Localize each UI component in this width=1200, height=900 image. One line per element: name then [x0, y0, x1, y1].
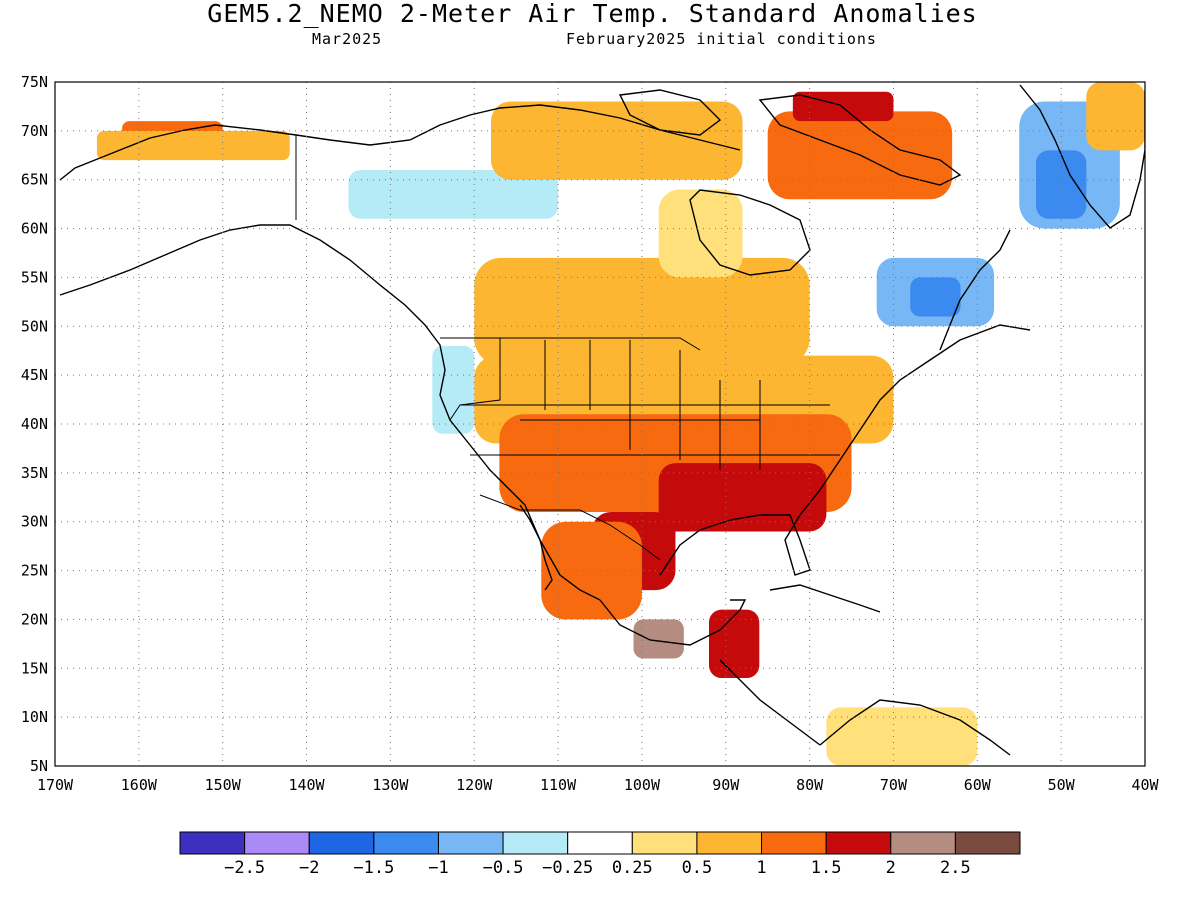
anomaly-region-18: [633, 619, 684, 659]
colorbar-swatch: [179, 831, 246, 855]
anomaly-region-21: [826, 707, 978, 766]
lon-tick-label: 60W: [964, 776, 992, 794]
valid-month-label: Mar2025: [312, 30, 383, 48]
lat-tick-label: 55N: [21, 268, 48, 286]
longitude-labels: 170W 160W 150W 140W 130W 120W 110W 100W 90W 80W 70…: [37, 776, 1160, 794]
anomaly-region-20: [432, 345, 475, 434]
lat-tick-label: 10N: [21, 708, 48, 726]
lat-tick-label: 60N: [21, 220, 48, 238]
lon-tick-label: 140W: [288, 776, 325, 794]
lon-tick-label: 160W: [121, 776, 158, 794]
colorbar-swatch: [373, 831, 439, 855]
anomaly-region-15: [658, 463, 827, 532]
colorbar-swatch: [696, 831, 763, 855]
lat-tick-label: 20N: [21, 610, 48, 628]
lat-tick-label: 65N: [21, 171, 48, 189]
colorbar-swatch: [761, 831, 827, 855]
anomaly-region-2: [348, 169, 559, 219]
colorbar-swatch: [567, 831, 633, 855]
colorbar-swatch: [890, 831, 956, 855]
lat-tick-label: 5N: [30, 757, 48, 775]
colorbar-label: 2: [886, 858, 896, 878]
colorbar-label: −0.5: [483, 858, 524, 878]
lat-tick-label: 50N: [21, 317, 48, 335]
latitude-labels: 75N 70N 65N 60N 55N 50N 45N 40N 35N 30N 25N 20N 15N 1…: [21, 73, 48, 775]
lon-tick-label: 120W: [456, 776, 493, 794]
lon-tick-label: 40W: [1131, 776, 1159, 794]
map-frame: [54, 81, 1146, 767]
lon-tick-label: 150W: [205, 776, 242, 794]
lon-tick-label: 110W: [540, 776, 577, 794]
lon-tick-label: 130W: [372, 776, 409, 794]
lat-tick-label: 45N: [21, 366, 48, 384]
colorbar: −2.5 −2 −1.5 −1 −0.5 −0.25 0.25 0.5 1 1.5 2 2.5: [179, 831, 1021, 878]
colorbar-label: −2: [299, 858, 319, 878]
colorbar-label: 1.5: [811, 858, 842, 878]
lat-tick-label: 30N: [21, 513, 48, 531]
anomaly-fields: [96, 82, 1145, 766]
lat-tick-label: 25N: [21, 562, 48, 580]
lon-tick-label: 80W: [796, 776, 824, 794]
anomaly-region-1: [96, 130, 290, 161]
colorbar-label: 2.5: [940, 858, 971, 878]
lat-tick-label: 70N: [21, 122, 48, 140]
lon-tick-label: 170W: [37, 776, 74, 794]
colorbar-swatch: [954, 831, 1021, 855]
lon-tick-label: 100W: [624, 776, 661, 794]
colorbar-label: 0.5: [682, 858, 713, 878]
anomaly-region-7: [658, 189, 743, 278]
lon-tick-label: 50W: [1048, 776, 1076, 794]
anomaly-region-17: [541, 521, 642, 620]
colorbar-swatch: [502, 831, 569, 855]
anomaly-region-9: [910, 277, 961, 317]
lat-tick-label: 75N: [21, 73, 48, 91]
colorbar-swatch: [437, 831, 504, 855]
lat-tick-label: 15N: [21, 659, 48, 677]
colorbar-swatch: [825, 831, 892, 855]
colorbar-swatch: [244, 831, 310, 855]
coastlines: [59, 84, 1145, 756]
lon-tick-label: 70W: [880, 776, 908, 794]
anomaly-region-5: [792, 91, 894, 122]
lon-tick-label: 90W: [712, 776, 740, 794]
colorbar-label: −1: [428, 858, 448, 878]
colorbar-label: −0.25: [542, 858, 593, 878]
colorbar-swatch: [308, 831, 375, 855]
lat-tick-label: 40N: [21, 415, 48, 433]
lat-tick-label: 35N: [21, 464, 48, 482]
colorbar-label: −2.5: [224, 858, 265, 878]
map-title: GEM5.2_NEMO 2-Meter Air Temp. Standard A…: [207, 0, 978, 28]
anomaly-region-3: [491, 101, 743, 180]
colorbar-swatch: [631, 831, 698, 855]
anomaly-region-12: [1086, 82, 1145, 151]
colorbar-label: 1: [756, 858, 766, 878]
colorbar-label: 0.25: [612, 858, 653, 878]
initial-conditions-label: February2025 initial conditions: [566, 30, 877, 48]
colorbar-label: −1.5: [353, 858, 394, 878]
